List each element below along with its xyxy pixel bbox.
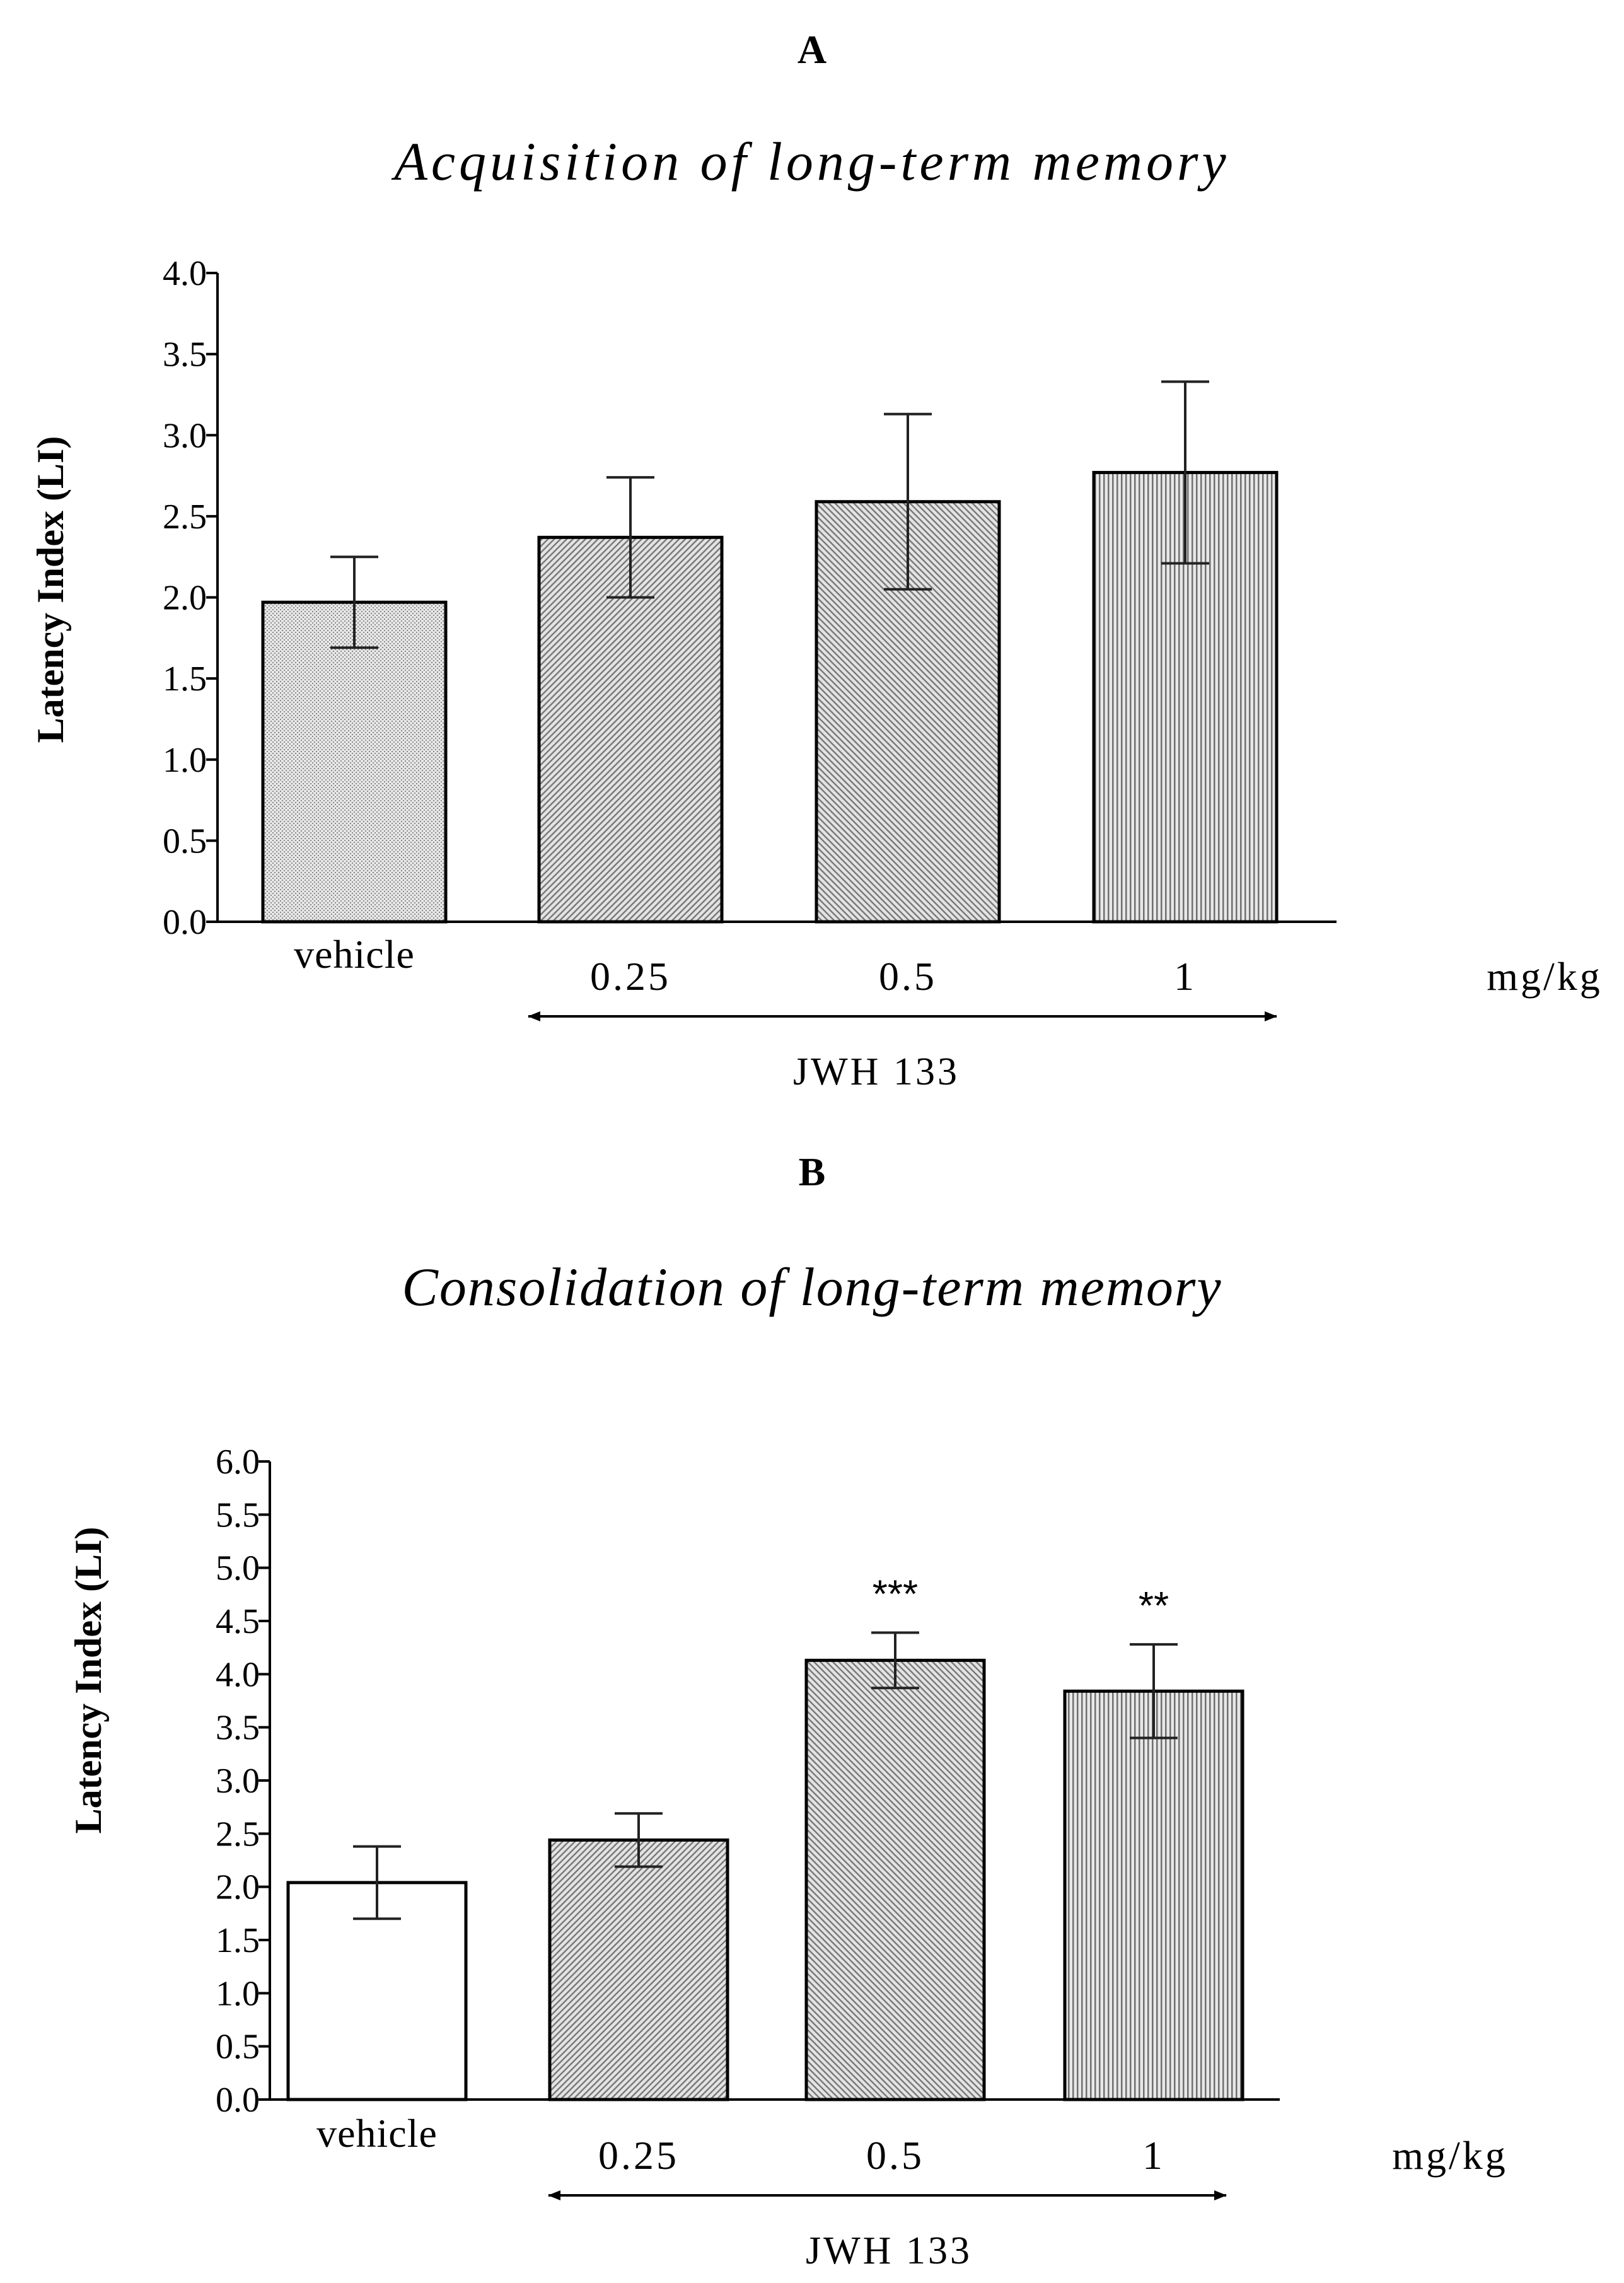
- y-tick-label: 6.0: [216, 1443, 260, 1482]
- x-category-label: 0.5: [879, 954, 937, 999]
- bar-vehicle: [286, 1881, 468, 2101]
- bar-1: [1063, 1689, 1244, 2101]
- y-tick-label: 1.5: [163, 659, 207, 699]
- y-axis-label: Latency Index (LI): [67, 1527, 109, 1834]
- x-category-label: 0.25: [590, 954, 671, 999]
- y-tick-label: 2.5: [216, 1815, 260, 1854]
- y-tick-label: 1.5: [216, 1921, 260, 1960]
- y-tick-label: 0.0: [163, 903, 207, 942]
- panel-letter: A: [798, 27, 826, 72]
- significance-label: **: [1139, 1584, 1169, 1628]
- y-tick-label: 0.5: [216, 2028, 260, 2067]
- y-tick-label: 2.5: [163, 497, 207, 537]
- x-category-label: vehicle: [316, 2111, 438, 2156]
- x-category-label: 0.25: [598, 2133, 679, 2178]
- y-tick-label: 1.0: [216, 1974, 260, 2013]
- x-category-label: vehicle: [294, 932, 415, 977]
- panel-letter: B: [799, 1149, 826, 1194]
- y-tick-label: 0.0: [216, 2081, 260, 2120]
- group-label: JWH 133: [793, 1050, 960, 1093]
- panel-b: B Consolidation of long-term memory Late…: [67, 1149, 1508, 2272]
- y-axis-label: Latency Index (LI): [30, 436, 71, 743]
- y-tick-label: 5.0: [216, 1549, 260, 1588]
- plot-area: 0.0 0.5 1.0 1.5 2.0 2.5 3.0 3.5 4.0 vehicle 0.25 0.…: [163, 254, 1603, 1093]
- panel-a: A Acquisition of long-term memory Latenc…: [30, 27, 1603, 1093]
- y-tick-label: 3.0: [163, 416, 207, 455]
- y-tick-label: 5.5: [216, 1496, 260, 1535]
- y-tick-label: 2.0: [216, 1868, 260, 1907]
- y-tick-label: 3.0: [216, 1762, 260, 1801]
- bar-vehicle: [261, 600, 448, 924]
- x-category-label: 0.5: [866, 2133, 924, 2178]
- y-tick-label: 3.5: [163, 335, 207, 375]
- group-label: JWH 133: [806, 2229, 972, 2272]
- y-tick-label: 1.0: [163, 741, 207, 780]
- panel-title: Acquisition of long-term memory: [391, 131, 1229, 192]
- y-tick-label: 0.5: [163, 822, 207, 861]
- y-tick-label: 4.0: [216, 1655, 260, 1694]
- bar-0-25: [537, 535, 724, 924]
- panel-title: Consolidation of long-term memory: [402, 1257, 1222, 1317]
- bar-0-25: [548, 1838, 729, 2101]
- bar-0-5: [804, 1658, 986, 2101]
- unit-label: mg/kg: [1487, 954, 1603, 999]
- unit-label: mg/kg: [1392, 2133, 1508, 2178]
- y-tick-label: 4.0: [163, 254, 207, 293]
- y-tick-label: 2.0: [163, 579, 207, 618]
- significance-label: ***: [873, 1573, 918, 1617]
- x-category-label: 1: [1142, 2133, 1165, 2178]
- x-category-label: 1: [1174, 954, 1197, 999]
- plot-area: 0.0 0.5 1.0 1.5 2.0 2.5 3.0 3.5 4.0 4.5 5.0 5.5 6.0 v…: [216, 1443, 1508, 2272]
- y-tick-label: 3.5: [216, 1709, 260, 1748]
- y-tick-label: 4.5: [216, 1602, 260, 1641]
